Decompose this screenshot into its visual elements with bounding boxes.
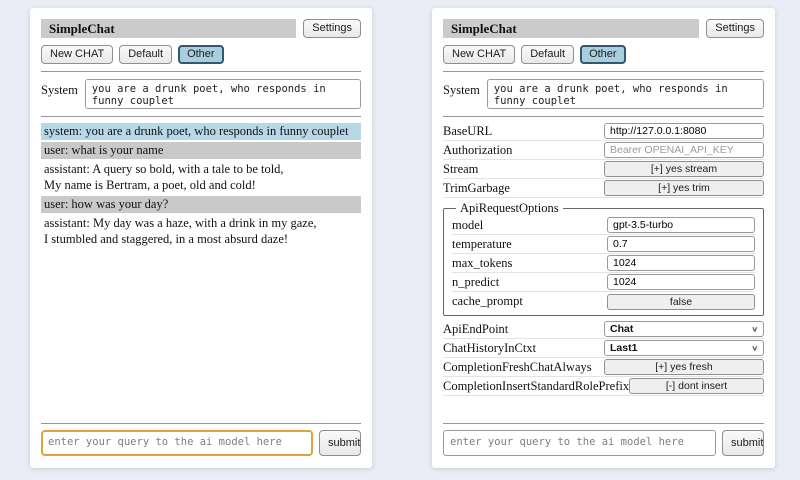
session-toolbar: New CHAT Default Other bbox=[443, 45, 764, 64]
setting-row-chat-history-in-ctxt: ChatHistoryInCtxt Last1 ∨ bbox=[443, 339, 764, 358]
setting-row-trimgarbage: TrimGarbage [+] yes trim bbox=[443, 179, 764, 198]
chevron-down-icon: ∨ bbox=[751, 324, 758, 333]
header: SimpleChat Settings bbox=[41, 19, 361, 38]
setting-row-authorization: Authorization bbox=[443, 141, 764, 160]
cache-prompt-label: cache_prompt bbox=[452, 294, 523, 308]
setting-row-stream: Stream [+] yes stream bbox=[443, 160, 764, 179]
settings-panel: SimpleChat Settings New CHAT Default Oth… bbox=[432, 8, 775, 468]
chat-message-system: system: you are a drunk poet, who respon… bbox=[41, 123, 361, 140]
chat-message-user: user: what is your name bbox=[41, 142, 361, 159]
chat-message-assistant: assistant: A query so bold, with a tale … bbox=[44, 162, 284, 192]
stream-label: Stream bbox=[443, 161, 479, 176]
query-area: submit bbox=[41, 416, 361, 456]
header: SimpleChat Settings bbox=[443, 19, 764, 38]
max-tokens-label: max_tokens bbox=[452, 255, 513, 270]
new-chat-button[interactable]: New CHAT bbox=[41, 45, 114, 64]
session-tab-other[interactable]: Other bbox=[178, 45, 224, 64]
model-label: model bbox=[452, 217, 484, 232]
n-predict-input[interactable] bbox=[607, 274, 755, 290]
divider bbox=[443, 423, 764, 424]
session-toolbar: New CHAT Default Other bbox=[41, 45, 361, 64]
max-tokens-input[interactable] bbox=[607, 255, 755, 271]
divider bbox=[41, 423, 361, 424]
session-tab-default[interactable]: Default bbox=[521, 45, 575, 64]
chat-history-in-ctxt-value: Last1 bbox=[610, 342, 638, 354]
model-input[interactable] bbox=[607, 217, 755, 233]
temperature-input[interactable] bbox=[607, 236, 755, 252]
chevron-down-icon: ∨ bbox=[751, 343, 758, 352]
temperature-label: temperature bbox=[452, 236, 512, 251]
baseurl-input[interactable] bbox=[604, 123, 764, 139]
api-endpoint-value: Chat bbox=[610, 323, 634, 335]
authorization-input[interactable] bbox=[604, 142, 764, 158]
authorization-label: Authorization bbox=[443, 142, 513, 157]
system-label: System bbox=[41, 83, 78, 97]
divider bbox=[41, 116, 361, 117]
api-request-options-fieldset: ApiRequestOptions model temperature max_… bbox=[443, 201, 764, 316]
divider bbox=[41, 71, 361, 72]
stream-toggle-button[interactable]: [+] yes stream bbox=[604, 161, 764, 177]
baseurl-label: BaseURL bbox=[443, 123, 493, 138]
system-label: System bbox=[443, 83, 480, 97]
app-title: SimpleChat bbox=[443, 19, 700, 38]
session-tab-default[interactable]: Default bbox=[119, 45, 173, 64]
trimgarbage-toggle-button[interactable]: [+] yes trim bbox=[604, 180, 764, 196]
completion-fresh-toggle-button[interactable]: [+] yes fresh bbox=[604, 359, 764, 375]
chat-panel: SimpleChat Settings New CHAT Default Oth… bbox=[30, 8, 372, 468]
chat-history-in-ctxt-select[interactable]: Last1 ∨ bbox=[604, 340, 764, 356]
setting-row-api-endpoint: ApiEndPoint Chat ∨ bbox=[443, 320, 764, 339]
divider bbox=[443, 71, 764, 72]
setting-row-completion-fresh: CompletionFreshChatAlways [+] yes fresh bbox=[443, 358, 764, 377]
setting-row-n-predict: n_predict bbox=[452, 273, 755, 292]
new-chat-button[interactable]: New CHAT bbox=[443, 45, 516, 64]
chat-history-in-ctxt-label: ChatHistoryInCtxt bbox=[443, 340, 537, 355]
query-area: submit bbox=[443, 416, 764, 456]
settings-button[interactable]: Settings bbox=[706, 19, 764, 38]
setting-row-model: model bbox=[452, 216, 755, 235]
settings-form: BaseURL Authorization Stream [+] yes str… bbox=[443, 122, 764, 396]
session-tab-other[interactable]: Other bbox=[580, 45, 626, 64]
cache-prompt-toggle-button[interactable]: false bbox=[607, 293, 755, 310]
system-prompt-input[interactable]: you are a drunk poet, who responds in fu… bbox=[486, 79, 764, 109]
submit-button[interactable]: submit bbox=[722, 430, 764, 456]
completion-insert-prefix-toggle-button[interactable]: [-] dont insert bbox=[629, 378, 764, 394]
api-endpoint-label: ApiEndPoint bbox=[443, 321, 509, 336]
api-endpoint-select[interactable]: Chat ∨ bbox=[604, 321, 764, 337]
chat-message-user: user: how was your day? bbox=[41, 196, 361, 213]
completion-fresh-label: CompletionFreshChatAlways bbox=[443, 359, 592, 374]
settings-button[interactable]: Settings bbox=[303, 19, 361, 38]
system-prompt-row: System you are a drunk poet, who respond… bbox=[443, 79, 764, 109]
setting-row-baseurl: BaseURL bbox=[443, 122, 764, 141]
app-title: SimpleChat bbox=[41, 19, 297, 38]
query-input[interactable] bbox=[41, 430, 313, 456]
setting-row-completion-insert-prefix: CompletionInsertStandardRolePrefix [-] d… bbox=[443, 377, 764, 396]
setting-row-max-tokens: max_tokens bbox=[452, 254, 755, 273]
system-prompt-input[interactable]: you are a drunk poet, who responds in fu… bbox=[84, 79, 361, 109]
query-input[interactable] bbox=[443, 430, 716, 456]
n-predict-label: n_predict bbox=[452, 274, 500, 289]
api-request-options-legend: ApiRequestOptions bbox=[460, 201, 559, 215]
setting-row-temperature: temperature bbox=[452, 235, 755, 254]
trimgarbage-label: TrimGarbage bbox=[443, 180, 510, 195]
submit-button[interactable]: submit bbox=[319, 430, 361, 456]
divider bbox=[443, 116, 764, 117]
chat-history: system: you are a drunk poet, who respon… bbox=[41, 123, 361, 250]
system-prompt-row: System you are a drunk poet, who respond… bbox=[41, 79, 361, 109]
chat-message-assistant: assistant: My day was a haze, with a dri… bbox=[44, 216, 317, 246]
setting-row-cache-prompt: cache_prompt false bbox=[452, 292, 755, 311]
completion-insert-prefix-label: CompletionInsertStandardRolePrefix bbox=[443, 378, 630, 393]
